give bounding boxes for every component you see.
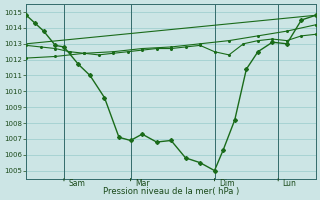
X-axis label: Pression niveau de la mer( hPa ): Pression niveau de la mer( hPa ) [103, 187, 239, 196]
Text: Sam: Sam [68, 179, 85, 188]
Text: Dim: Dim [219, 179, 234, 188]
Text: Mar: Mar [135, 179, 149, 188]
Text: Lun: Lun [283, 179, 296, 188]
